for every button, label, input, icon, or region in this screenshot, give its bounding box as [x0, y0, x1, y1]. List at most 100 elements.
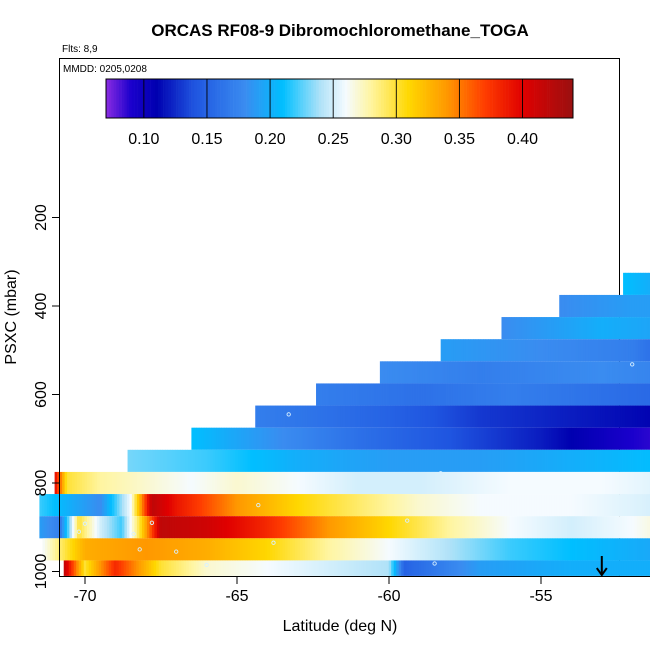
heatmap-cell — [278, 427, 282, 450]
heatmap-cell — [597, 361, 601, 384]
colorbar-segment — [194, 79, 198, 118]
heatmap-cell — [437, 449, 441, 472]
heatmap-cell — [191, 516, 195, 539]
heatmap-cell — [112, 538, 116, 561]
heatmap-cell — [648, 272, 650, 295]
heatmap-cell — [367, 449, 371, 472]
heatmap-cell — [461, 427, 465, 450]
heatmap-cell — [342, 405, 346, 428]
heatmap-cell — [497, 449, 501, 472]
heatmap-cell — [614, 361, 618, 384]
heatmap-cell — [549, 494, 553, 517]
heatmap-cell — [279, 471, 283, 495]
heatmap-cell — [619, 538, 623, 561]
heatmap-cell — [417, 361, 421, 384]
heatmap-cell — [582, 361, 586, 384]
heatmap-cell — [406, 427, 410, 450]
heatmap-cell — [639, 471, 643, 495]
heatmap-cell — [347, 538, 351, 561]
colorbar-segment — [401, 79, 405, 118]
heatmap-cell — [221, 560, 225, 576]
heatmap-cell — [129, 471, 133, 495]
heatmap-cell — [486, 560, 490, 576]
colorbar-segment — [495, 79, 499, 118]
heatmap-cell — [498, 339, 502, 362]
heatmap-cell — [397, 405, 401, 428]
heatmap-cell — [337, 471, 340, 495]
heatmap-cell — [505, 405, 509, 428]
colorbar-segment — [279, 79, 283, 118]
heatmap-cell — [248, 560, 252, 576]
heatmap-cell — [554, 516, 558, 539]
heatmap-cell — [477, 538, 481, 561]
heatmap-cell — [265, 405, 269, 428]
heatmap-cell — [419, 494, 423, 517]
heatmap-cell — [113, 560, 117, 576]
heatmap-cell — [211, 560, 215, 576]
heatmap-cell — [414, 538, 418, 561]
heatmap-cell — [537, 361, 541, 384]
heatmap-cell — [96, 494, 100, 517]
heatmap-cell — [348, 383, 352, 406]
heatmap-cell — [592, 538, 596, 561]
heatmap-cell — [419, 471, 423, 495]
heatmap-cell — [421, 494, 425, 517]
heatmap-cell — [354, 494, 358, 517]
heatmap-cell — [599, 516, 603, 539]
colorbar-segment — [378, 79, 382, 118]
heatmap-cell — [559, 494, 563, 517]
heatmap-cell — [186, 494, 190, 517]
heatmap-cell — [364, 538, 368, 561]
colorbar-segment — [157, 79, 161, 118]
heatmap-cell — [535, 339, 539, 362]
sample-point — [204, 562, 209, 568]
heatmap-cell — [151, 494, 155, 517]
heatmap-cell — [537, 449, 541, 472]
heatmap-cell — [484, 516, 488, 539]
heatmap-cell — [321, 427, 325, 450]
heatmap-cell — [574, 361, 578, 384]
heatmap-cell — [436, 383, 439, 406]
heatmap-cell — [314, 494, 318, 517]
heatmap-cell — [116, 516, 120, 539]
heatmap-cell — [631, 383, 634, 406]
heatmap-cell — [604, 538, 608, 561]
heatmap-cell — [366, 516, 370, 539]
heatmap-cell — [408, 427, 412, 450]
heatmap-cell — [222, 471, 225, 495]
heatmap-cell — [54, 494, 58, 517]
heatmap-cell — [303, 560, 307, 576]
heatmap-cell — [409, 516, 413, 539]
heatmap-cell — [566, 383, 569, 406]
heatmap-cell — [602, 471, 605, 495]
heatmap-cell — [121, 516, 125, 539]
heatmap-cell — [242, 449, 246, 472]
heatmap-cell — [584, 471, 588, 495]
heatmap-cell — [607, 361, 611, 384]
heatmap-cell — [147, 449, 151, 472]
heatmap-cell — [361, 494, 365, 517]
heatmap-cell — [391, 560, 395, 576]
colorbar-segment — [183, 79, 187, 118]
heatmap-cell — [64, 494, 68, 517]
heatmap-cell — [621, 427, 625, 450]
heatmap-cell — [67, 471, 70, 495]
heatmap-cell — [491, 516, 495, 539]
heatmap-cell — [127, 471, 130, 495]
heatmap-cell — [399, 471, 403, 495]
heatmap-cell — [87, 538, 91, 561]
heatmap-cell — [499, 494, 503, 517]
heatmap-cell — [339, 516, 343, 539]
heatmap-cell — [615, 405, 619, 428]
heatmap-cell — [553, 427, 557, 450]
heatmap-cell — [388, 383, 392, 406]
heatmap-cell — [517, 361, 521, 384]
heatmap-cell — [559, 538, 563, 561]
heatmap-cell — [405, 449, 408, 472]
heatmap-cell — [251, 560, 255, 576]
heatmap-cell — [301, 516, 305, 539]
heatmap-cell — [606, 317, 610, 340]
colorbar-segment — [165, 79, 169, 118]
heatmap-cell — [375, 449, 378, 472]
heatmap-cell — [640, 339, 644, 362]
